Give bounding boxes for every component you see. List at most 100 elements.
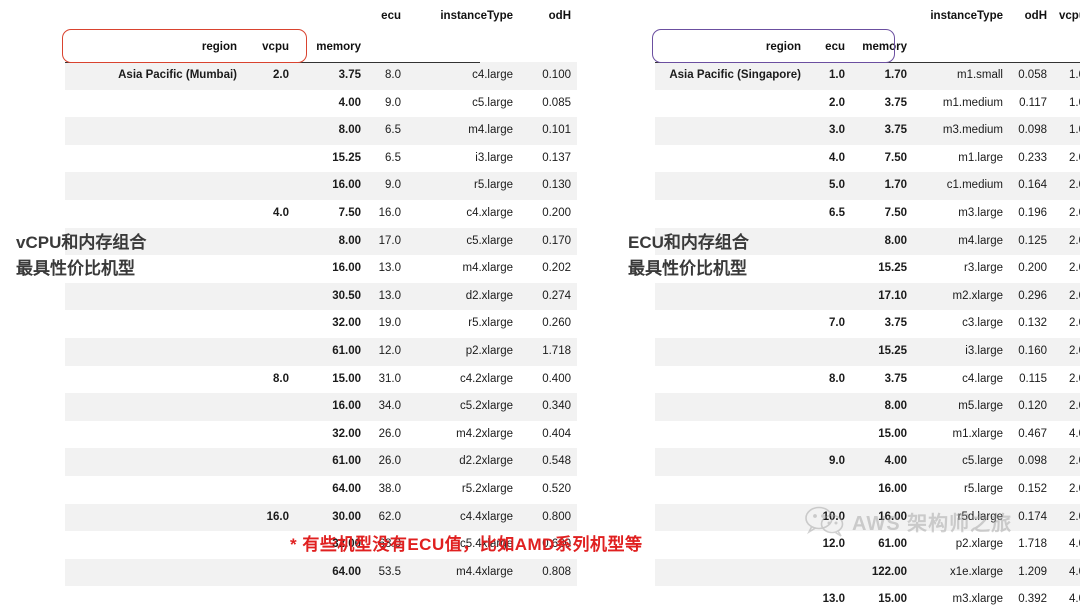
ecu-memory-table: instanceType odH vcpu region ecu memory … [655, 0, 1080, 614]
right-index-blank-3 [851, 0, 913, 32]
table-row[interactable]: 7.0 3.75 c3.large 0.132 2.0 [655, 310, 1080, 338]
cell-ecu: 26.0 [378, 427, 401, 440]
cell-instanceType: m5.large [958, 400, 1003, 413]
table-row[interactable]: 8.00 17.0 c5.xlarge 0.170 [65, 227, 577, 256]
table-row[interactable]: 16.0 30.00 62.0 c4.4xlarge 0.800 [65, 503, 577, 532]
table-row[interactable]: Asia Pacific (Singapore) 1.0 1.70 m1.small 0… [655, 62, 1080, 90]
cell-vcpu [243, 338, 295, 366]
table-row[interactable]: 8.00 m5.large 0.120 2.0 [655, 393, 1080, 421]
cell-vcpu: 4.0 [1069, 427, 1080, 440]
table-row[interactable]: 15.25 6.5 i3.large 0.137 [65, 144, 577, 173]
cell-vcpu [243, 228, 295, 256]
table-row[interactable]: 30.50 13.0 d2.xlarge 0.274 [65, 282, 577, 311]
table-row[interactable]: 15.25 r3.large 0.200 2.0 [655, 255, 1080, 283]
cell-memory: 32.00 [332, 538, 361, 551]
table-row[interactable]: Asia Pacific (Mumbai) 2.0 3.75 8.0 c4.large 0… [65, 62, 577, 90]
table-row[interactable]: 16.00 34.0 c5.2xlarge 0.340 [65, 393, 577, 421]
table-row[interactable]: 16.00 r5.large 0.152 2.0 [655, 475, 1080, 504]
table-row[interactable]: 15.25 i3.large 0.160 2.0 [655, 337, 1080, 366]
cell-instanceType: m4.large [468, 124, 513, 137]
cell-memory: 15.25 [878, 262, 907, 275]
table-row[interactable]: 10.0 16.00 r5d.large 0.174 2.0 [655, 503, 1080, 532]
left-caption: vCPU和内存组合 最具性价比机型 [16, 230, 146, 281]
table-row[interactable]: 61.00 26.0 d2.2xlarge 0.548 [65, 448, 577, 476]
cell-vcpu: 16.0 [266, 510, 289, 523]
cell-odH: 0.098 [1018, 124, 1047, 137]
cell-instanceType: c5.large [472, 96, 513, 109]
cell-ecu: 31.0 [378, 372, 401, 385]
table-row[interactable]: 8.00 6.5 m4.large 0.101 [65, 117, 577, 145]
cell-odH: 1.209 [1018, 565, 1047, 578]
cell-instanceType: m4.4xlarge [456, 565, 513, 578]
cell-odH: 0.130 [542, 179, 571, 192]
table-row[interactable]: 3.0 3.75 m3.medium 0.098 1.0 [655, 117, 1080, 145]
cell-ecu: 62.0 [378, 510, 401, 523]
cell-memory: 15.00 [332, 372, 361, 385]
left-index-blank-2 [243, 0, 295, 32]
table-row[interactable]: 32.00 68.0 c5.4xlarge 0.680 [65, 531, 577, 559]
table-row[interactable]: 13.0 15.00 m3.xlarge 0.392 4.0 [655, 586, 1080, 614]
cell-instanceType: c3.large [962, 317, 1003, 330]
table-row[interactable]: 4.0 7.50 m1.large 0.233 2.0 [655, 144, 1080, 173]
cell-ecu: 9.0 [385, 179, 401, 192]
right-index-blank-2 [807, 0, 851, 32]
table-row[interactable]: 6.5 7.50 m3.large 0.196 2.0 [655, 199, 1080, 228]
cell-ecu: 17.0 [378, 234, 401, 247]
table-row[interactable]: 15.00 m1.xlarge 0.467 4.0 [655, 420, 1080, 449]
cell-ecu: 8.0 [829, 372, 845, 385]
cell-instanceType: m4.large [958, 234, 1003, 247]
table-row[interactable]: 16.00 13.0 m4.xlarge 0.202 [65, 255, 577, 283]
table-row[interactable]: 32.00 26.0 m4.2xlarge 0.404 [65, 420, 577, 449]
cell-vcpu: 2.0 [1069, 482, 1080, 495]
cell-odH: 0.200 [1018, 262, 1047, 275]
cell-vcpu: 4.0 [273, 206, 289, 219]
table-row[interactable]: 122.00 x1e.xlarge 1.209 4.0 [655, 558, 1080, 587]
cell-memory: 64.00 [332, 482, 361, 495]
cell-vcpu: 2.0 [1069, 262, 1080, 275]
cell-memory: 3.75 [884, 124, 907, 137]
table-row[interactable]: 64.00 53.5 m4.4xlarge 0.808 [65, 558, 577, 587]
table-row[interactable]: 2.0 3.75 m1.medium 0.117 1.0 [655, 89, 1080, 118]
cell-instanceType: r5.xlarge [468, 317, 513, 330]
table-row[interactable]: 12.0 61.00 p2.xlarge 1.718 4.0 [655, 531, 1080, 559]
table-row[interactable]: 8.0 15.00 31.0 c4.2xlarge 0.400 [65, 365, 577, 394]
right-caption: ECU和内存组合 最具性价比机型 [628, 230, 749, 281]
cell-ecu: 1.0 [829, 69, 845, 81]
cell-vcpu [243, 559, 295, 587]
cell-memory: 3.75 [884, 96, 907, 109]
cell-instanceType: m3.xlarge [952, 593, 1004, 606]
table-row[interactable]: 4.0 7.50 16.0 c4.xlarge 0.200 [65, 199, 577, 228]
table-row[interactable]: 8.0 3.75 c4.large 0.115 2.0 [655, 365, 1080, 394]
right-index-header-instancetype: instanceType [930, 10, 1003, 22]
table-row[interactable]: 16.00 9.0 r5.large 0.130 [65, 172, 577, 200]
cell-odH: 0.100 [542, 69, 571, 81]
cell-ecu: 13.0 [378, 289, 401, 302]
right-col-header-spacer-1 [913, 32, 1009, 62]
cell-region [655, 448, 807, 476]
cell-ecu [807, 393, 851, 421]
table-row[interactable]: 17.10 m2.xlarge 0.296 2.0 [655, 282, 1080, 311]
cell-odH: 0.404 [542, 427, 571, 440]
cell-memory: 8.00 [884, 234, 907, 247]
cell-region: Asia Pacific (Singapore) [669, 69, 801, 81]
cell-vcpu [243, 90, 295, 118]
cell-memory: 61.00 [332, 455, 361, 468]
cell-memory: 61.00 [332, 344, 361, 357]
cell-instanceType: m2.xlarge [952, 289, 1004, 302]
cell-ecu: 7.0 [829, 317, 845, 330]
left-header-rule [65, 62, 480, 63]
left-caption-line-1: vCPU和内存组合 [16, 233, 147, 252]
cell-vcpu [243, 117, 295, 145]
cell-memory: 3.75 [338, 69, 361, 81]
cell-odH: 0.520 [542, 482, 571, 495]
table-row[interactable]: 64.00 38.0 r5.2xlarge 0.520 [65, 475, 577, 504]
cell-ecu [807, 283, 851, 311]
table-row[interactable]: 9.0 4.00 c5.large 0.098 2.0 [655, 448, 1080, 476]
table-row[interactable]: 61.00 12.0 p2.xlarge 1.718 [65, 337, 577, 366]
table-row[interactable]: 32.00 19.0 r5.xlarge 0.260 [65, 310, 577, 338]
ecu-footnote: * 有些机型没有ECU值，比如AMD系列机型等 [290, 535, 643, 554]
table-row[interactable]: 4.00 9.0 c5.large 0.085 [65, 89, 577, 118]
table-row[interactable]: 5.0 1.70 c1.medium 0.164 2.0 [655, 172, 1080, 200]
cell-odH: 0.098 [1018, 455, 1047, 468]
table-row[interactable]: 8.00 m4.large 0.125 2.0 [655, 227, 1080, 256]
